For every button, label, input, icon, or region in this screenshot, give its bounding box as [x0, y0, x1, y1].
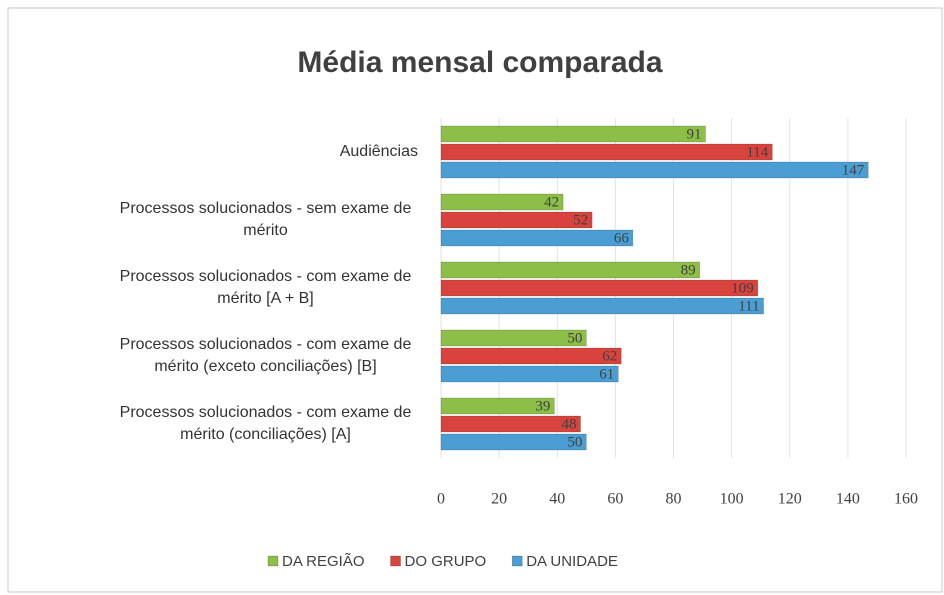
bar: [440, 261, 700, 279]
x-tick-label: 80: [666, 491, 682, 508]
category-text: Audiências: [339, 143, 418, 160]
data-label: 147: [842, 162, 865, 178]
data-label: 111: [738, 298, 759, 314]
category-label: Processos solucionados - sem exame de mé…: [8, 198, 418, 242]
category-label: Processos solucionados - com exame de mé…: [8, 266, 418, 310]
category-label: Processos solucionados - com exame de mé…: [8, 334, 418, 378]
data-label: 114: [746, 144, 768, 160]
x-tick-label: 40: [549, 491, 565, 508]
chart-title: Média mensal comparada: [297, 46, 662, 79]
legend-label: DA UNIDADE: [526, 553, 618, 570]
data-label: 39: [535, 398, 550, 414]
legend-swatch: [390, 555, 401, 567]
category-text: Processos solucionados - sem exame de mé…: [119, 200, 412, 239]
data-label: 52: [573, 212, 588, 228]
bar: [440, 193, 564, 211]
bar: [440, 211, 593, 229]
bar: [440, 347, 622, 365]
bar: [440, 297, 764, 315]
data-label: 50: [567, 330, 582, 346]
category-text: Processos solucionados - com exame de mé…: [119, 336, 412, 375]
bar: [440, 415, 581, 433]
data-label: 91: [686, 126, 701, 142]
legend-label: DA REGIÃO: [282, 553, 365, 570]
x-tick-label: 100: [720, 491, 744, 508]
x-tick-label: 120: [778, 491, 802, 508]
x-tick-label: 20: [491, 491, 507, 508]
bar: [440, 365, 619, 383]
data-label: 109: [731, 280, 754, 296]
bar: [440, 125, 706, 143]
bar: [440, 329, 587, 347]
data-label: 50: [567, 434, 582, 450]
category-text: Processos solucionados - com exame de mé…: [119, 268, 412, 307]
bar: [440, 229, 634, 247]
legend-swatch: [267, 555, 279, 567]
data-label: 48: [562, 416, 577, 432]
bar: [440, 279, 759, 297]
bar: [440, 143, 773, 161]
x-tick-label: 60: [607, 491, 623, 508]
legend-swatch: [511, 555, 523, 567]
category-text: Processos solucionados - com exame de mé…: [119, 404, 412, 443]
data-label: 61: [599, 366, 614, 382]
x-tick-label: 140: [836, 491, 860, 508]
data-label: 66: [614, 230, 630, 246]
bar: [440, 397, 555, 415]
category-label: Audiências: [8, 141, 418, 163]
bar: [440, 161, 869, 179]
bar: [440, 433, 587, 451]
legend-label: DO GRUPO: [405, 553, 487, 570]
data-label: 89: [681, 262, 696, 278]
x-tick-label: 0: [437, 491, 445, 508]
category-label: Processos solucionados - com exame de mé…: [8, 402, 418, 446]
x-tick-label: 160: [894, 491, 918, 508]
data-label: 42: [544, 194, 559, 210]
data-label: 62: [602, 348, 617, 364]
